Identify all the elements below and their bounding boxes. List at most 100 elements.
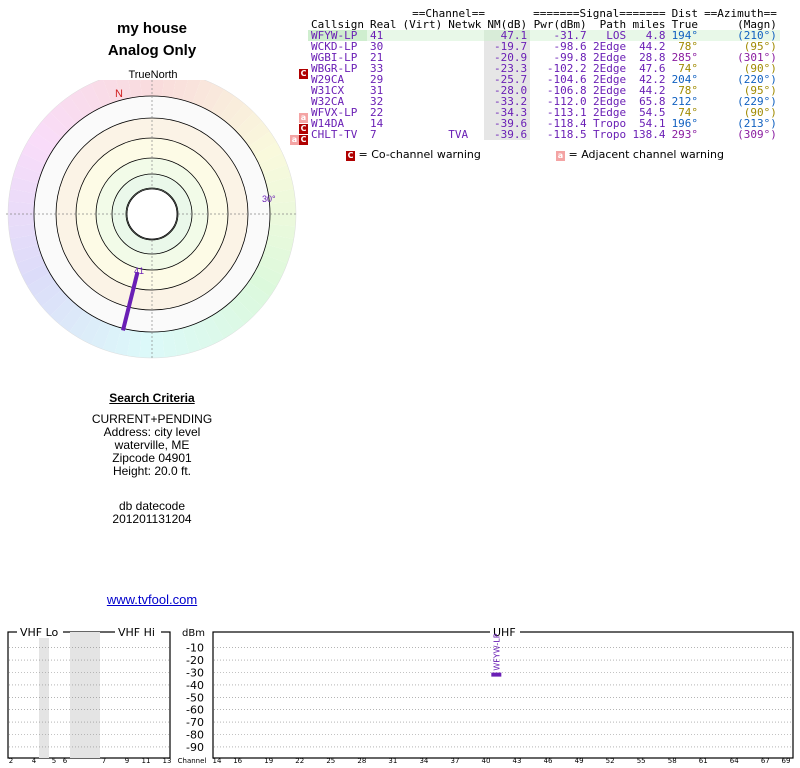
cell-callsign: WCKD-LP <box>311 40 358 53</box>
uhf-tick-label: 55 <box>637 757 646 765</box>
cell-real: 31 <box>369 84 384 97</box>
hue-segment <box>192 80 213 108</box>
hue-segment <box>265 234 294 252</box>
hue-segment <box>211 310 235 339</box>
col-miles[interactable]: miles <box>632 18 666 31</box>
hue-segment <box>10 176 39 194</box>
y-tick-label: -80 <box>186 729 204 742</box>
cell-callsign: W14DA <box>311 117 345 130</box>
col-callsign[interactable]: Callsign <box>311 18 364 31</box>
hue-segment <box>116 80 132 101</box>
cell-callsign: WGBI-LP <box>311 51 358 64</box>
cell-pwr: -112.0 <box>546 95 587 108</box>
hue-segment <box>126 330 142 358</box>
uhf-tick-label: 37 <box>450 757 459 765</box>
y-tick-label: -50 <box>186 691 204 704</box>
hue-segment <box>10 234 39 252</box>
uhf-tick-label: 43 <box>513 757 522 765</box>
cell-miles: 44.2 <box>639 40 666 53</box>
hue-segment <box>258 254 288 275</box>
cell-nm: -28.0 <box>484 85 531 96</box>
col-path[interactable]: Path <box>599 18 627 31</box>
col-magn[interactable]: (Magn) <box>737 18 777 31</box>
uhf-tick-label: 16 <box>233 757 242 765</box>
hue-segment <box>258 153 288 174</box>
center-circle <box>126 188 178 240</box>
uhf-tick-label: 34 <box>419 757 428 765</box>
uhf-tick-label: 58 <box>668 757 677 765</box>
hue-segment <box>21 142 50 165</box>
table-row[interactable]: W29CA 29 -25.7 -104.6 2Edge 42.2 204° (220°) <box>308 74 780 85</box>
hue-segment <box>262 164 292 184</box>
hue-segment <box>152 331 165 358</box>
hue-segment <box>162 80 176 98</box>
col-netwk[interactable]: Netwk <box>448 18 482 31</box>
hue-segment <box>128 80 142 98</box>
table-row[interactable]: W14DA 14 -39.6 -118.4 Tropo 54.1 196° (213°) <box>308 118 780 129</box>
hue-segment <box>8 188 36 204</box>
col-nm[interactable]: NM(dB) <box>487 18 528 31</box>
table-row[interactable]: WBGR-LP 33 -23.3 -102.2 2Edge 47.6 74° (90°) <box>308 63 780 74</box>
y-tick-label: -90 <box>186 741 204 754</box>
hue-segment <box>16 153 46 174</box>
uhf-tick-label: 40 <box>482 757 491 765</box>
uhf-tick-label: 49 <box>575 757 584 765</box>
table-row[interactable]: W32CA 32 -33.2 -112.0 2Edge 65.8 212° (229°) <box>308 96 780 107</box>
cell-path: 2Edge <box>592 73 627 86</box>
search-criteria-heading: Search Criteria <box>109 391 195 405</box>
hue-segment <box>27 131 56 155</box>
cell-pwr: -104.6 <box>546 73 587 86</box>
tvfool-link[interactable]: www.tvfool.com <box>106 592 198 607</box>
cell-real: 33 <box>369 62 384 75</box>
table-row[interactable]: CHLT-TV 7 TVA -39.6 -118.5 Tropo 138.4 293° (309… <box>308 129 780 140</box>
cell-real: 30 <box>369 40 384 53</box>
uhf-frame <box>212 631 794 759</box>
col-virt[interactable]: (Virt) <box>402 18 443 31</box>
hue-segment <box>254 263 283 286</box>
cell-true: 204° <box>671 73 699 86</box>
hue-segment <box>69 89 93 118</box>
adjacent-badge-icon: a <box>556 151 565 161</box>
search-line-2: Address: city level <box>103 425 201 439</box>
cochannel-badge-icon: C <box>346 151 355 161</box>
uhf-tick-label: 61 <box>699 757 708 765</box>
signal-group-header: =======Signal======= <box>533 7 666 20</box>
cell-callsign: W31CX <box>311 84 345 97</box>
cell-netwk <box>445 52 484 63</box>
cell-real: 14 <box>369 117 384 130</box>
hue-segment <box>192 320 213 350</box>
cell-miles: 47.6 <box>639 62 666 75</box>
hue-segment <box>91 80 112 108</box>
cell-nm: -39.6 <box>484 118 531 129</box>
vhf-hi-label-bg <box>115 626 161 638</box>
table-row[interactable]: WCKD-LP 30 -19.7 -98.6 2Edge 44.2 78° (95°) <box>308 41 780 52</box>
col-pwr[interactable]: Pwr(dBm) <box>533 18 587 31</box>
cell-true: 196° <box>671 117 699 130</box>
uhf-tick-label: 14 <box>213 757 222 765</box>
hue-segment <box>235 112 263 139</box>
table-row[interactable]: WGBI-LP 21 -20.9 -99.8 2Edge 28.8 285° (301°) <box>308 52 780 63</box>
hue-segment <box>268 188 296 204</box>
cell-magn: (220°) <box>737 73 777 86</box>
cell-virt <box>399 30 446 41</box>
hue-segment <box>201 83 224 112</box>
cell-true: 293° <box>671 128 699 141</box>
hue-segment <box>12 164 42 184</box>
col-true[interactable]: True <box>671 18 699 31</box>
hue-segment <box>162 330 178 358</box>
ring-label-30: 30° <box>262 194 276 204</box>
y-tick-label: -30 <box>186 667 204 680</box>
col-real[interactable]: Real <box>369 18 397 31</box>
vhf-tick-label: 7 <box>102 757 106 765</box>
table-row[interactable]: WFVX-LP 22 -34.3 -113.1 2Edge 54.5 74° (90°) <box>308 107 780 118</box>
table-row[interactable]: WFYW-LP 41 47.1 -31.7 LOS 4.8 194° (210°) <box>308 30 780 41</box>
hue-segment <box>12 244 42 264</box>
vhf-lo-label: VHF Lo <box>20 626 59 639</box>
hue-segment <box>211 89 235 118</box>
search-line-1: CURRENT+PENDING <box>91 412 213 426</box>
cell-path: 2Edge <box>592 95 627 108</box>
hue-segment <box>227 103 254 131</box>
cell-callsign: WFVX-LP <box>311 106 358 119</box>
cell-path: 2Edge <box>592 106 627 119</box>
table-row[interactable]: W31CX 31 -28.0 -106.8 2Edge 44.2 78° (95°) <box>308 85 780 96</box>
